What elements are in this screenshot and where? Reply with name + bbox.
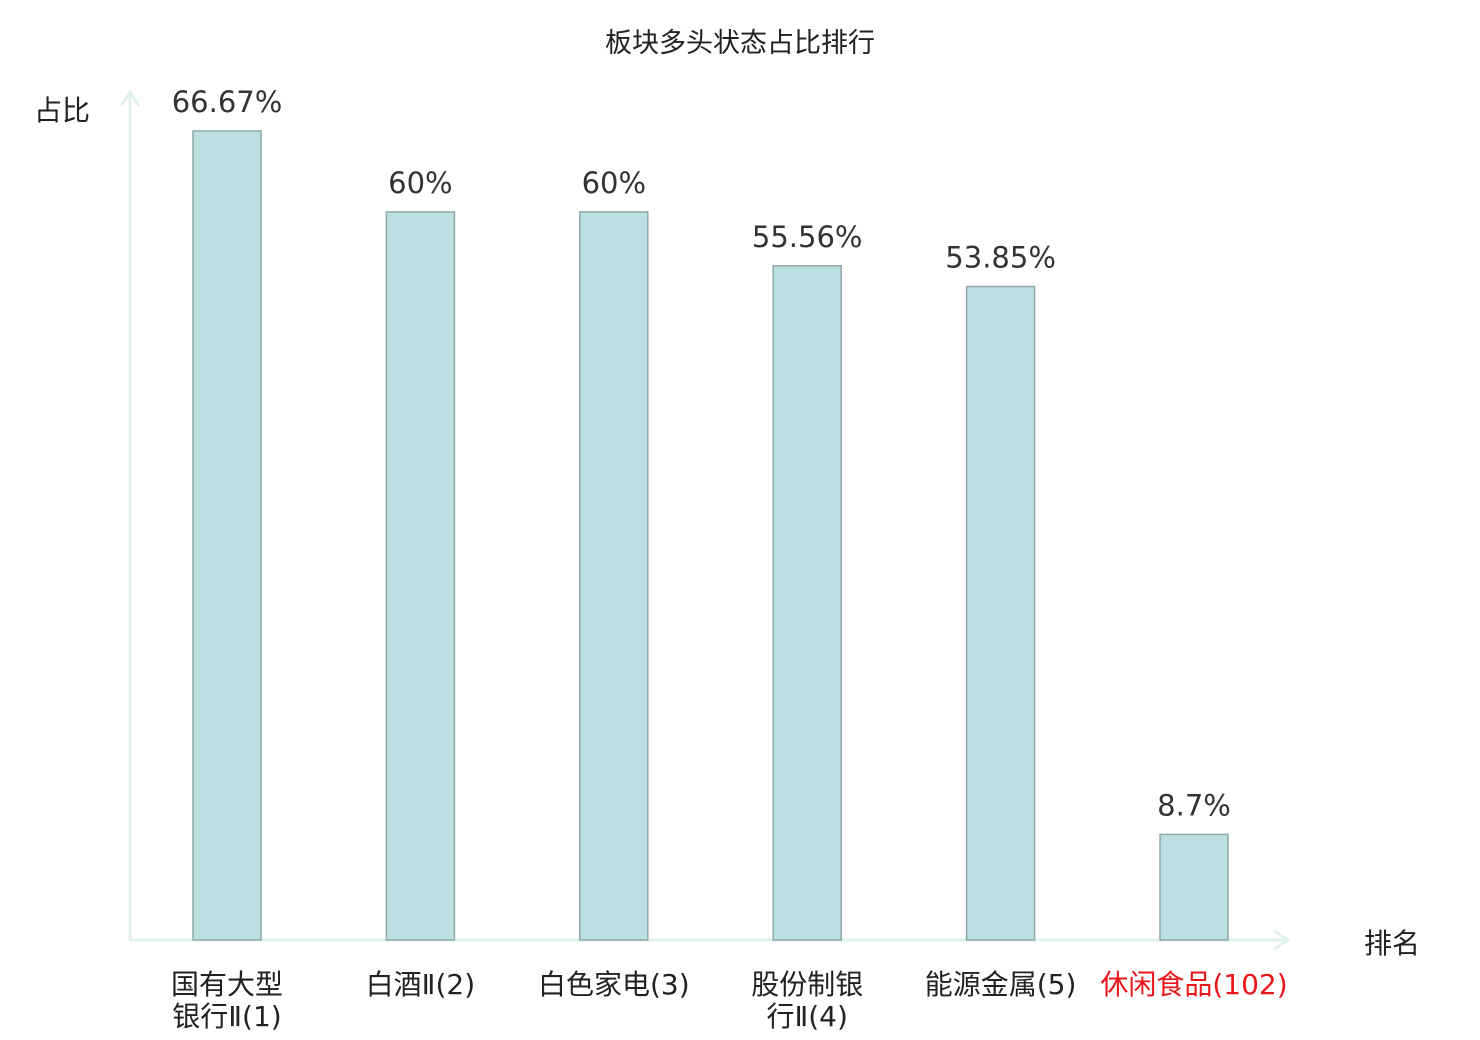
x-axis-label: 排名 bbox=[1364, 927, 1420, 960]
data-label: 60% bbox=[582, 166, 646, 200]
bars bbox=[192, 130, 1229, 941]
x-tick-label: 银行Ⅱ(1) bbox=[172, 1000, 281, 1033]
axes bbox=[119, 89, 1291, 951]
y-axis-label: 占比 bbox=[34, 94, 90, 127]
x-tick-label: 白色家电(3) bbox=[538, 968, 690, 1001]
chart-title: 板块多头状态占比排行 bbox=[605, 28, 875, 59]
x-tick-label: 休闲食品(102) bbox=[1100, 968, 1287, 1001]
bar bbox=[1159, 833, 1229, 941]
y-axis-arrow-icon bbox=[119, 89, 141, 107]
data-label: 66.67% bbox=[172, 85, 283, 119]
bar bbox=[192, 130, 262, 941]
bar bbox=[772, 265, 842, 941]
data-label: 8.7% bbox=[1157, 788, 1231, 822]
bar bbox=[385, 211, 456, 941]
data-label: 53.85% bbox=[945, 241, 1056, 275]
bar bbox=[579, 211, 649, 941]
value-labels: 66.67% 60% 60% 55.56% 53.85% 8.7% bbox=[172, 85, 1231, 822]
x-tick-label: 国有大型 bbox=[171, 968, 283, 1001]
x-tick-label: 行Ⅱ(4) bbox=[766, 1000, 847, 1033]
x-tick-label: 白酒Ⅱ(2) bbox=[366, 968, 475, 1001]
bar bbox=[965, 285, 1036, 941]
x-tick-label: 能源金属(5) bbox=[925, 968, 1077, 1001]
data-label: 55.56% bbox=[752, 220, 863, 254]
x-tick-label: 股份制银 bbox=[751, 968, 863, 1001]
x-axis-arrow-icon bbox=[1273, 929, 1291, 951]
data-label: 60% bbox=[388, 166, 452, 200]
